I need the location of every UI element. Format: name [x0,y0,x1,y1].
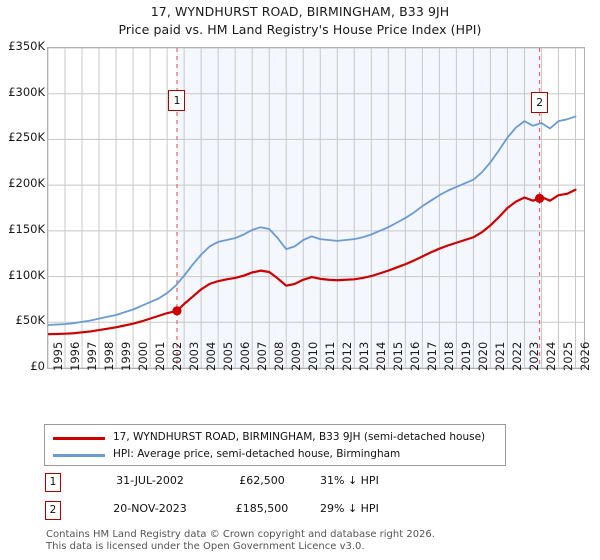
transaction-index-2: 2 [45,501,61,520]
chart-title: 17, WYNDHURST ROAD, BIRMINGHAM, B33 9JH [150,4,450,19]
x-axis-tick-label: 2003 [187,341,202,371]
chart-legend: 17, WYNDHURST ROAD, BIRMINGHAM, B33 9JH … [44,424,506,466]
y-axis-tick-label: £0 [30,359,45,373]
transaction-date-2: 20-NOV-2023 [113,502,187,515]
x-axis-tick-label: 2026 [578,341,593,371]
x-axis-tick-label: 2013 [357,341,372,371]
x-axis-tick-label: 2008 [272,341,287,371]
x-axis-tick-label: 2018 [442,341,457,371]
chart-subtitle: Price paid vs. HM Land Registry's House … [118,22,482,37]
table-row[interactable]: 1 31-JUL-2002 £62,500 31% ↓ HPI [44,472,514,494]
chart-svg [48,48,584,368]
footer-line-1: Contains HM Land Registry data © Crown c… [46,529,435,540]
x-axis-tick-label: 2017 [425,341,440,371]
x-axis-tick-label: 2015 [391,341,406,371]
transaction-hpi-delta-2: 29% ↓ HPI [320,502,379,515]
x-axis-tick-label: 1995 [51,341,65,371]
x-axis-tick-label: 2011 [323,341,338,371]
transaction-index-1: 1 [45,473,61,492]
x-axis-tick-label: 2012 [340,341,355,371]
transactions-table: 1 31-JUL-2002 £62,500 31% ↓ HPI 2 20-NOV… [44,472,514,524]
x-axis-tick-label: 2021 [493,341,508,371]
x-axis-tick-label: 2002 [170,341,185,371]
footer-attribution: Contains HM Land Registry data © Crown c… [46,529,576,553]
transaction-price-1: £62,500 [239,474,285,487]
plot-area [47,47,585,369]
chart-callout-2[interactable]: 2 [531,92,549,113]
x-axis-tick-label: 2006 [238,341,253,371]
table-row[interactable]: 2 20-NOV-2023 £185,500 29% ↓ HPI [44,500,514,522]
y-axis-labels: £0 £50K £100K £150K £200K £250K £300K £350K [0,0,45,420]
chart-callout-1[interactable]: 1 [168,90,186,111]
x-axis-tick-label: 2019 [459,341,474,371]
x-axis-tick-label: 2025 [561,341,576,371]
x-axis-tick-label: 2005 [221,341,236,371]
y-axis-tick-label: £50K [15,313,46,328]
x-axis-labels: 1995 1996 1997 1998 1999 2000 2001 2002 2003 2004… [47,342,592,417]
x-axis-tick-label: 1996 [68,341,83,371]
legend-label-hpi: HPI: Average price, semi-detached house,… [113,448,401,460]
x-axis-tick-label: 1997 [85,341,100,371]
x-axis-tick-label: 2010 [306,341,321,371]
x-axis-tick-label: 2001 [153,341,168,371]
x-axis-tick-label: 1998 [102,341,117,371]
transaction-date-1: 31-JUL-2002 [116,474,184,487]
x-axis-tick-label: 2004 [204,341,219,371]
y-axis-tick-label: £300K [8,84,45,99]
x-axis-tick-label: 2023 [527,341,542,371]
y-axis-tick-label: £250K [8,130,45,145]
footer-line-2: This data is licensed under the Open Gov… [46,541,365,552]
y-axis-tick-label: £200K [8,176,45,191]
x-axis-tick-label: 2016 [408,341,423,371]
x-axis-tick-label: 2000 [136,341,151,371]
legend-label-price-paid: 17, WYNDHURST ROAD, BIRMINGHAM, B33 9JH … [113,431,486,443]
x-axis-tick-label: 2007 [255,341,270,371]
x-axis-tick-label: 2024 [544,341,559,371]
y-axis-tick-label: £150K [8,221,45,236]
x-axis-tick-label: 1999 [119,341,134,371]
y-axis-tick-label: £100K [8,267,45,282]
x-axis-tick-label: 2020 [476,341,491,371]
transaction-price-2: £185,500 [235,502,289,515]
transaction-hpi-delta-1: 31% ↓ HPI [320,474,379,487]
x-axis-tick-label: 2014 [374,341,389,371]
legend-swatch-hpi [53,454,105,457]
y-axis-tick-label: £350K [8,39,45,53]
x-axis-tick-label: 2022 [510,341,525,371]
x-axis-tick-label: 2009 [289,341,304,371]
legend-swatch-price-paid [53,437,105,440]
